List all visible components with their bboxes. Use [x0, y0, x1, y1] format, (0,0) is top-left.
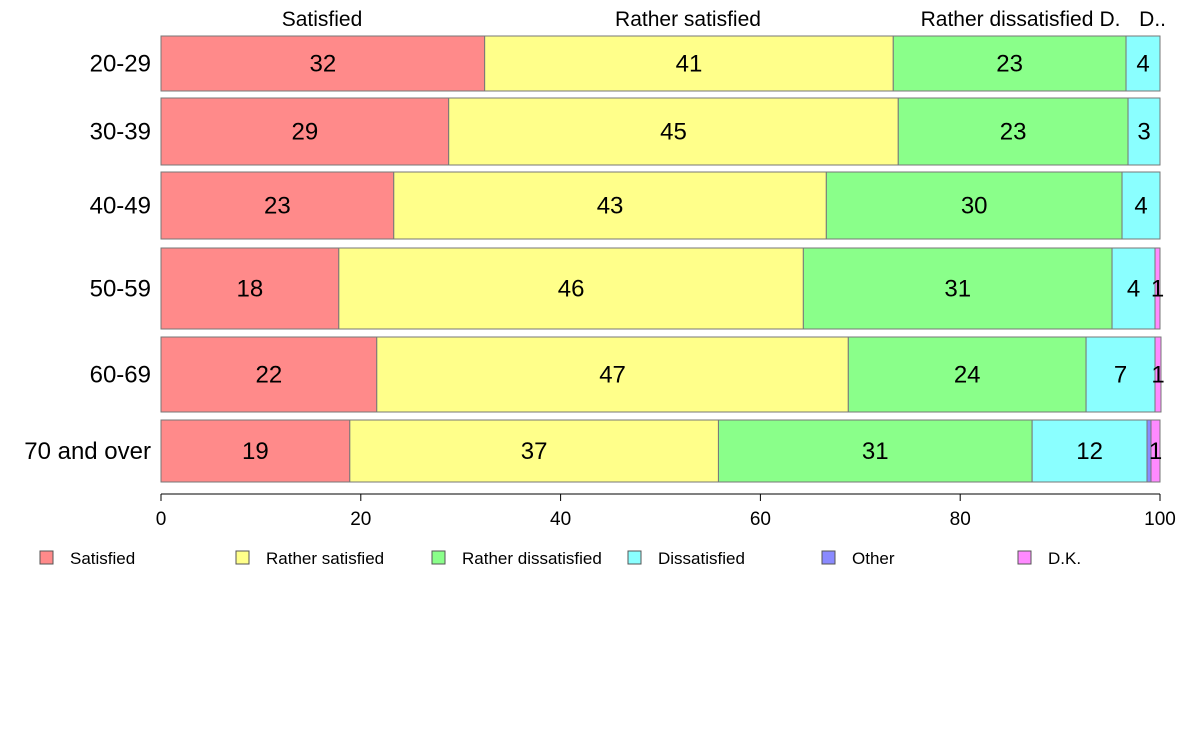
bar-segment	[1150, 419, 1161, 483]
top-label: Satisfied	[282, 8, 363, 31]
data-label: 7	[1114, 362, 1127, 389]
x-tick-label: 0	[156, 509, 167, 530]
legend-swatch	[39, 550, 54, 565]
data-label: 1	[1151, 362, 1164, 389]
x-tick-label: 100	[1144, 509, 1176, 530]
data-label: 23	[264, 193, 291, 220]
bar-segment	[1121, 171, 1161, 240]
bar-segment	[160, 97, 450, 166]
top-labels: Satisfied Rather satisfied Rather dissat…	[282, 8, 1166, 31]
data-label: 24	[954, 362, 981, 389]
bar-segment	[802, 247, 1113, 330]
bar-segment	[393, 171, 827, 240]
data-label: 18	[237, 276, 264, 303]
bars: 20-29 32 41 23 430-39 29 45 23 340-49 23 43 30 450-5…	[24, 35, 1165, 483]
data-label: 23	[1000, 119, 1027, 146]
bar-segment	[1154, 336, 1162, 413]
data-label: 4	[1136, 51, 1149, 78]
bar-segment	[717, 419, 1033, 483]
data-label: 4	[1134, 193, 1147, 220]
bar-segment	[1125, 35, 1161, 92]
category-label: 20-29	[90, 51, 151, 78]
bar-segment	[892, 35, 1127, 92]
data-label: 29	[292, 119, 319, 146]
bar-segment	[484, 35, 894, 92]
legend-label: Rather dissatisfied	[462, 549, 602, 568]
x-tick-label: 40	[550, 509, 571, 530]
x-tick-label: 80	[950, 509, 971, 530]
legend-label: D.K.	[1048, 549, 1081, 568]
bar-segment	[1127, 97, 1161, 166]
legend-label: Satisfied	[70, 549, 135, 568]
data-label: 32	[309, 51, 336, 78]
top-label: D..	[1139, 8, 1166, 31]
legend-swatch	[627, 550, 642, 565]
data-label: 22	[256, 362, 283, 389]
x-tick-label: 20	[350, 509, 371, 530]
data-label: 3	[1137, 119, 1150, 146]
legend: Satisfied Rather satisfied Rather dissatis…	[39, 549, 1081, 568]
bar-segment	[160, 171, 395, 240]
bar-segment	[376, 336, 849, 413]
category-label: 30-39	[90, 119, 151, 146]
data-label: 1	[1151, 276, 1164, 303]
category-label: 70 and over	[24, 438, 151, 465]
bar-segment	[160, 419, 351, 483]
bar-segment	[1154, 247, 1161, 330]
bar-segment	[448, 97, 899, 166]
legend-label: Other	[852, 549, 895, 568]
category-label: 60-69	[90, 362, 151, 389]
legend-swatch	[821, 550, 836, 565]
top-label: D.	[1100, 8, 1121, 31]
bar-segment	[847, 336, 1087, 413]
data-label: 31	[944, 276, 971, 303]
data-label: 23	[996, 51, 1023, 78]
data-label: 30	[961, 193, 988, 220]
x-axis: 0 20 40 60 80 100	[156, 493, 1176, 530]
bar-segment	[1111, 247, 1156, 330]
data-label: 1	[1149, 438, 1162, 465]
legend-label: Dissatisfied	[658, 549, 745, 568]
data-label: 19	[242, 438, 269, 465]
x-tick-label: 60	[750, 509, 771, 530]
category-label: 50-59	[90, 276, 151, 303]
legend-swatch	[235, 550, 250, 565]
data-label: 37	[521, 438, 548, 465]
data-label: 43	[597, 193, 624, 220]
bar-segment	[897, 97, 1129, 166]
bar-segment	[160, 247, 340, 330]
data-label: 4	[1127, 276, 1140, 303]
top-label: Rather dissatisfied	[921, 8, 1094, 31]
legend-swatch	[1017, 550, 1032, 565]
bar-segment	[349, 419, 719, 483]
category-label: 40-49	[90, 193, 151, 220]
legend-swatch	[431, 550, 446, 565]
data-label: 46	[558, 276, 585, 303]
data-label: 47	[599, 362, 626, 389]
legend-label: Rather satisfied	[266, 549, 384, 568]
data-label: 31	[862, 438, 889, 465]
data-label: 45	[660, 119, 687, 146]
data-label: 12	[1076, 438, 1103, 465]
bar-segment	[338, 247, 804, 330]
top-label: Rather satisfied	[615, 8, 761, 31]
bar-segment	[1031, 419, 1148, 483]
bar-segment	[160, 35, 486, 92]
data-label: 41	[676, 51, 703, 78]
